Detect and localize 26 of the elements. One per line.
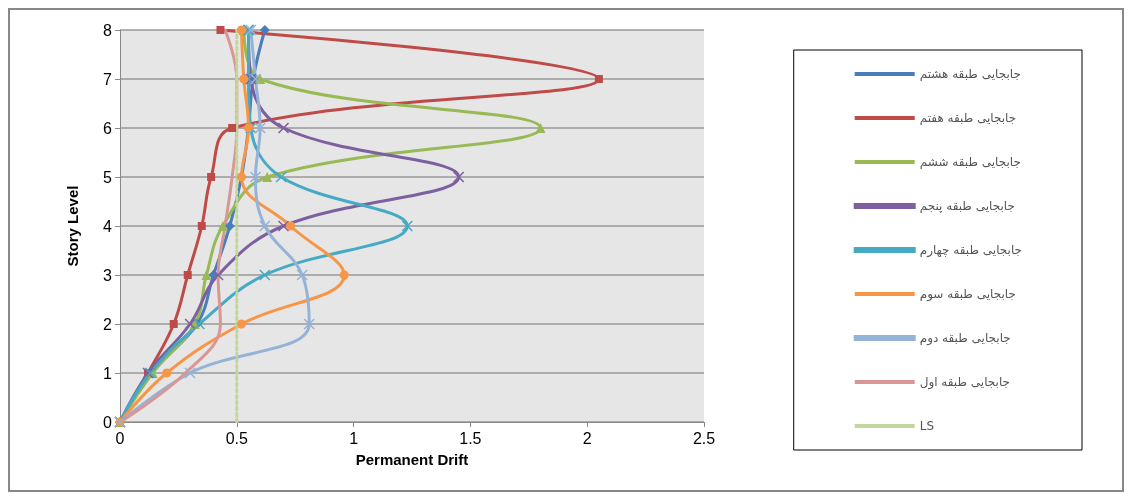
- x-tick-label: 0.5: [225, 429, 249, 447]
- x-tick-label: 0: [115, 429, 125, 447]
- x-tick-label: 2: [582, 429, 592, 447]
- y-axis-title: Story Level: [64, 185, 81, 267]
- y-tick-label: 5: [103, 168, 113, 186]
- legend-label: جابجایی طبقه دوم: [919, 331, 1011, 346]
- x-axis-title: Permanent Drift: [355, 451, 469, 468]
- legend-label: جابجایی طبقه چهارم: [919, 243, 1022, 258]
- y-tick-label: 7: [103, 70, 113, 88]
- y-tick-label: 8: [103, 21, 113, 39]
- legend-label: جابجایی طبقه سوم: [919, 287, 1016, 302]
- legend-label: LS: [919, 419, 935, 433]
- x-tick-label: 2.5: [692, 429, 716, 447]
- legend-label: جابجایی طبقه اول: [919, 375, 1011, 390]
- legend-label: جابجایی طبقه هشتم: [919, 67, 1021, 81]
- y-tick-label: 3: [103, 266, 113, 284]
- y-tick-label: 0: [103, 413, 113, 431]
- legend-label: جابجایی طبقه پنجم: [919, 199, 1015, 213]
- x-tick-label: 1.5: [459, 429, 482, 447]
- x-tick-label: 1: [349, 429, 359, 447]
- y-tick-label: 4: [103, 217, 113, 235]
- y-tick-label: 1: [103, 364, 113, 382]
- legend-label: جابجایی طبقه هفتم: [919, 111, 1017, 125]
- legend-label: جابجایی طبقه ششم: [919, 155, 1021, 169]
- y-tick-label: 2: [103, 315, 113, 333]
- y-tick-label: 6: [103, 119, 113, 137]
